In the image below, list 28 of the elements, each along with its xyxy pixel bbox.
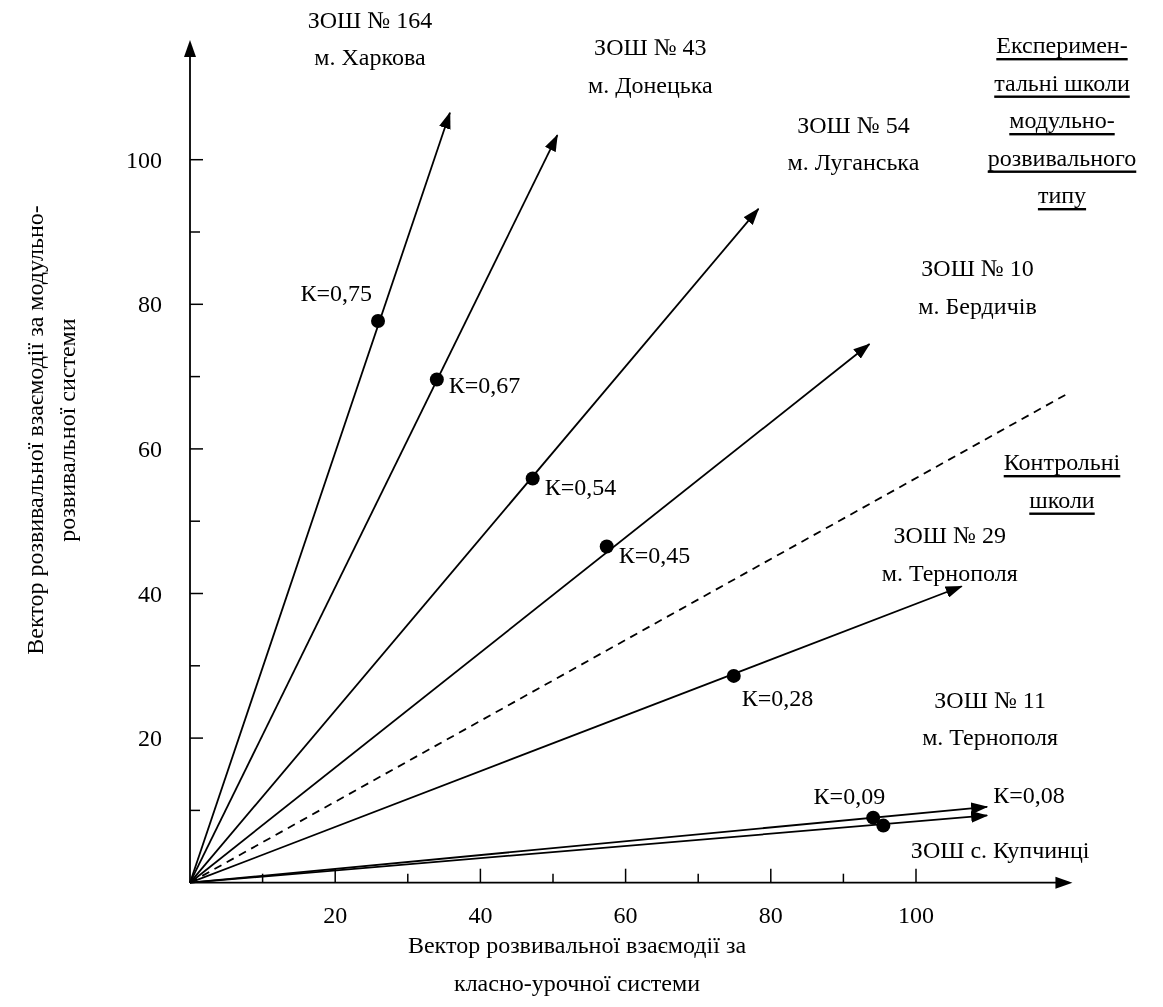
x-tick-label: 60: [613, 901, 638, 928]
annotation: К=0,45: [618, 541, 691, 568]
series-label: ЗОШ № 54 м. Луганська: [787, 111, 920, 176]
annotation: К=0,67: [448, 372, 521, 399]
y-axis-title: Вектор розвивальної взаємодії за модульно- розвивальної системи: [22, 205, 80, 655]
y-tick-label: 20: [138, 725, 162, 752]
y-tick-label: 100: [126, 146, 162, 173]
annotation: К=0,28: [741, 684, 814, 711]
series-label: ЗОШ № 29 м. Тернополя: [881, 522, 1018, 586]
annotation: К=0,08: [993, 782, 1065, 808]
annotation: К=0,54: [544, 473, 617, 500]
x-tick-label: 80: [758, 901, 783, 928]
text: ЗОШ № 10 м. Бердичів: [918, 255, 1037, 319]
series-label: ЗОШ с. Купчинці: [910, 837, 1090, 864]
annotation: К=0,75: [300, 279, 373, 306]
annotation: Експеримен- тальні школи модульно- розвивального типу: [987, 32, 1137, 208]
text: ЗОШ № 43 м. Донецька: [587, 34, 714, 98]
x-axis-title: Вектор розвивальної взаємодії за класно-урочної системи: [407, 932, 747, 996]
annotation: Контрольні школи: [1003, 449, 1121, 513]
y-tick-label: 80: [138, 291, 162, 318]
series-label: ЗОШ № 164 м. Харкова: [307, 6, 433, 71]
x-tick-label: 100: [898, 901, 934, 928]
text: ЗОШ № 11 м. Тернополя: [922, 686, 1059, 751]
x-tick-label: 20: [323, 901, 348, 928]
y-tick-label: 40: [138, 580, 162, 607]
y-tick-label: 60: [138, 435, 162, 462]
annotation: К=0,09: [813, 782, 886, 809]
x-tick-label: 40: [468, 901, 493, 928]
